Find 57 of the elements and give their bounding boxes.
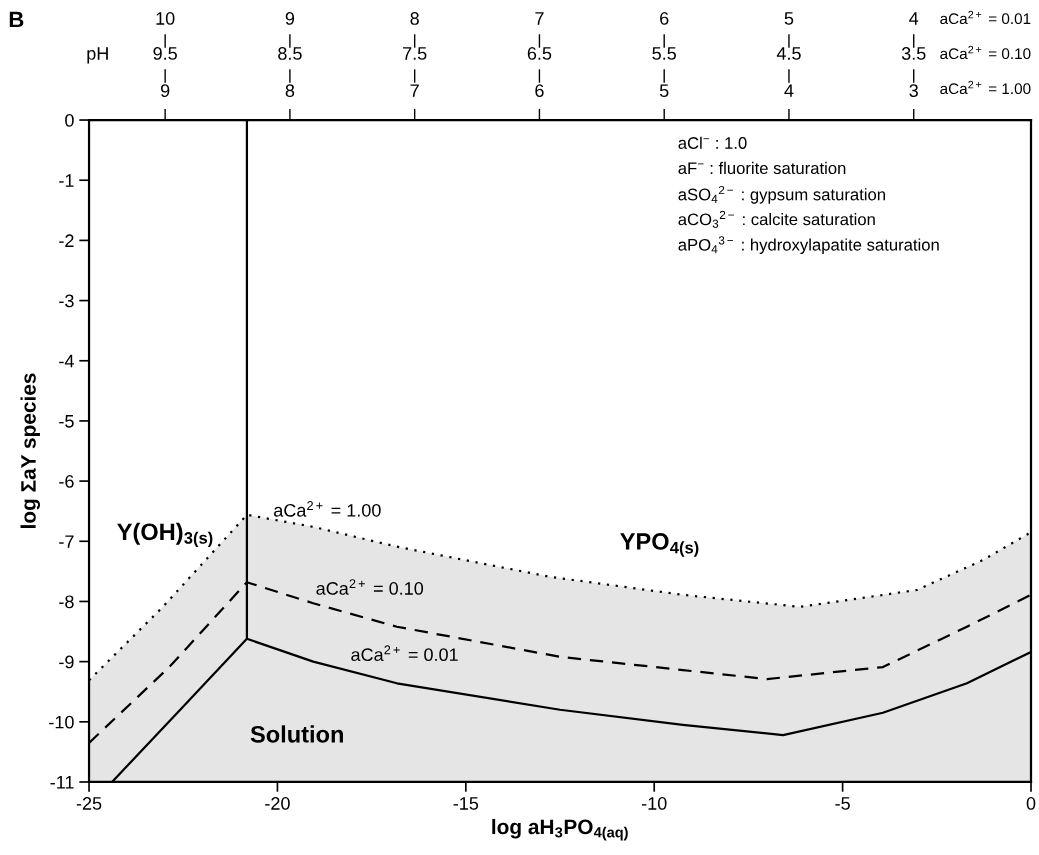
y-tick-label: -5 (59, 415, 74, 428)
y-tick-label: 0 (65, 113, 74, 127)
x-tick-label: -5 (835, 797, 850, 810)
y-tick-label: -4 (59, 354, 74, 368)
annotation: aCa$^{2+}$ = 0.10 (316, 579, 424, 595)
text: 10 (156, 12, 175, 25)
x2-tick-label: 4 (784, 84, 794, 97)
text: 8 (410, 12, 419, 25)
annotation: aCO$_{3}$$^{2−}$ : calcite saturation (678, 210, 875, 228)
text: aCa$^{2+}$ = 0.10 (940, 45, 1031, 60)
x2-tick-label: 3 (909, 84, 918, 98)
text: 7 (535, 12, 544, 25)
x-tick-label: 0 (1026, 797, 1036, 810)
y-tick-label: -1 (59, 174, 74, 187)
text: pH (87, 47, 108, 64)
x-tick-label: -10 (641, 797, 667, 810)
text: B (9, 11, 24, 28)
x-tick-label: -20 (265, 797, 290, 810)
text: 3.5 (901, 47, 926, 60)
text: 8.5 (278, 47, 302, 60)
y-tick-label: -10 (49, 715, 74, 729)
text: 9.5 (153, 47, 177, 60)
annotation: YPO$_{4(s)}$ (620, 533, 699, 557)
x-tick-label: -25 (76, 797, 102, 810)
annotation: aCa$^{2+}$ = 1.00 (274, 501, 381, 517)
x2-tick-label: 7 (410, 84, 419, 97)
annotation: aPO$_{4}$$^{3−}$ : hydroxylapatite saturation (678, 236, 939, 254)
text: 9 (285, 12, 295, 25)
annotation: Y(OH)$_{3(s)}$ (117, 522, 213, 548)
annotation: aF$^{−}$ : fluorite saturation (678, 161, 846, 175)
annotation: aCa$^{2+}$ = 0.01 (351, 645, 458, 662)
x2-tick-label: 8 (285, 84, 295, 98)
x-tick-label: -15 (453, 797, 479, 810)
y-tick-label: -11 (50, 776, 74, 789)
y-tick-label: -7 (59, 535, 74, 548)
text: aCa$^{2+}$ = 0.01 (940, 10, 1031, 25)
y-tick-label: -8 (59, 595, 74, 609)
annotation: aSO$_{4}$$^{2−}$ : gypsum saturation (678, 185, 885, 204)
annotation: aCl$^{−}$ : 1.0 (678, 136, 747, 149)
x2-tick-label: 6 (535, 84, 544, 98)
x2-tick-label: 9 (160, 84, 170, 98)
y-tick-label: -6 (59, 475, 74, 488)
text: 5 (784, 12, 794, 25)
text: 4 (909, 12, 919, 25)
text: 6 (660, 12, 669, 25)
y-tick-label: -3 (59, 294, 74, 308)
text: 4.5 (776, 47, 801, 60)
text: 7.5 (403, 47, 427, 60)
x2-tick-label: 5 (659, 84, 669, 98)
text: 5.5 (652, 47, 676, 60)
y-tick-label: -9 (59, 655, 74, 669)
y-tick-label: -2 (59, 234, 74, 247)
y-axis-title: log ΣaY species (20, 373, 41, 528)
x-axis-title: log aH$_{3}$PO$_{4(aq)}$ (492, 818, 628, 841)
x2-axis-title: aCa$^{2+}$ = 1.00 (940, 80, 1031, 95)
text: 6.5 (527, 47, 552, 60)
annotation: Solution (250, 725, 343, 743)
